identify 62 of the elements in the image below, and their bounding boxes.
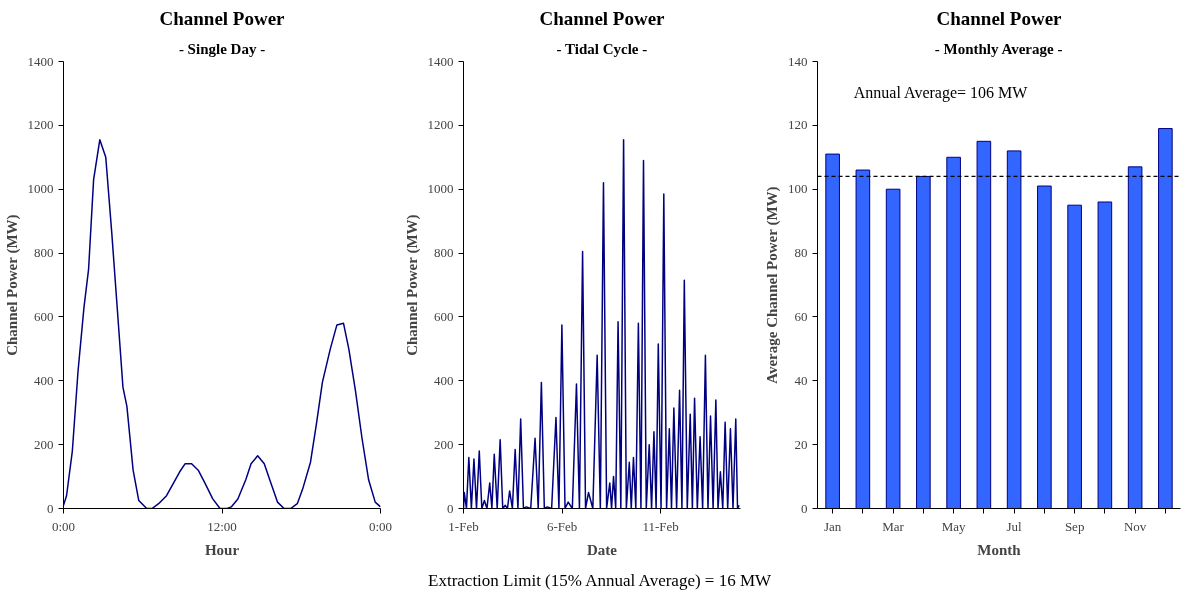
bar xyxy=(1067,204,1082,509)
bar xyxy=(885,188,901,509)
y-tick-label: 1400 xyxy=(427,53,454,69)
bar xyxy=(855,169,871,509)
y-axis-title: Channel Power (MW) xyxy=(3,214,21,356)
y-tick-label: 1000 xyxy=(27,181,54,197)
y-tick-label: 200 xyxy=(434,436,454,452)
x-axis-title: Hour xyxy=(204,541,240,558)
y-tick-label: 800 xyxy=(434,245,454,261)
bar xyxy=(916,175,931,509)
x-tick-label: Jul xyxy=(1006,518,1023,534)
chart-title: Channel Power xyxy=(539,7,666,29)
x-tick-label: Mar xyxy=(882,518,905,534)
y-axis-title: Average Channel Power (MW) xyxy=(764,186,781,384)
x-tick-label: 0:00 xyxy=(51,518,76,534)
y-tick-label: 1400 xyxy=(27,53,54,69)
y-tick-label: 0 xyxy=(47,500,54,516)
x-axis-title: Date xyxy=(587,541,618,558)
y-tick-label: 0 xyxy=(801,500,808,516)
y-tick-label: 400 xyxy=(434,372,454,388)
y-axis-title: Channel Power (MW) xyxy=(403,214,421,356)
y-tick-label: 1200 xyxy=(427,117,454,133)
bar xyxy=(1037,185,1052,509)
x-tick-label: 12:00 xyxy=(207,518,237,534)
y-tick-label: 80 xyxy=(794,245,808,261)
x-tick-label: 1-Feb xyxy=(448,518,479,534)
y-tick-label: 1000 xyxy=(427,181,454,197)
y-tick-label: 20 xyxy=(794,436,808,452)
chart-title: Channel Power xyxy=(159,7,286,29)
x-tick-label: Jan xyxy=(823,518,842,534)
y-tick-label: 600 xyxy=(34,308,54,324)
bar xyxy=(976,140,992,509)
y-tick-label: 40 xyxy=(794,372,808,388)
bar xyxy=(946,156,961,509)
x-tick-label: May xyxy=(941,518,967,534)
chart-subtitle: - Monthly Average - xyxy=(934,40,1063,57)
bar xyxy=(1006,150,1022,509)
x-tick-label: Nov xyxy=(1123,518,1147,534)
text: Extraction Limit (15% Annual Average) = 16 MW xyxy=(428,571,773,590)
y-tick-label: 200 xyxy=(34,436,54,452)
x-tick-label: Sep xyxy=(1064,518,1085,534)
bar xyxy=(1158,128,1173,509)
chart-subtitle: - Tidal Cycle - xyxy=(556,40,648,57)
y-tick-label: 100 xyxy=(788,181,808,197)
x-tick-label: 11-Feb xyxy=(642,518,679,534)
y-tick-label: 800 xyxy=(34,245,54,261)
chart-subtitle: - Single Day - xyxy=(178,40,266,57)
x-axis-title: Month xyxy=(977,541,1022,558)
annotation: Annual Average= 106 MW xyxy=(853,84,1029,103)
y-tick-label: 60 xyxy=(794,308,808,324)
bar xyxy=(825,153,840,509)
chart-title: Channel Power xyxy=(936,7,1063,29)
y-tick-label: 0 xyxy=(447,500,454,516)
y-tick-label: 120 xyxy=(788,117,808,133)
bar xyxy=(1127,166,1143,509)
y-tick-label: 140 xyxy=(788,53,808,69)
x-tick-label: 6-Feb xyxy=(546,518,578,534)
y-tick-label: 600 xyxy=(434,308,454,324)
y-tick-label: 400 xyxy=(34,372,54,388)
bar xyxy=(1097,201,1113,509)
y-tick-label: 1200 xyxy=(27,117,54,133)
x-tick-label: 0:00 xyxy=(368,518,393,534)
